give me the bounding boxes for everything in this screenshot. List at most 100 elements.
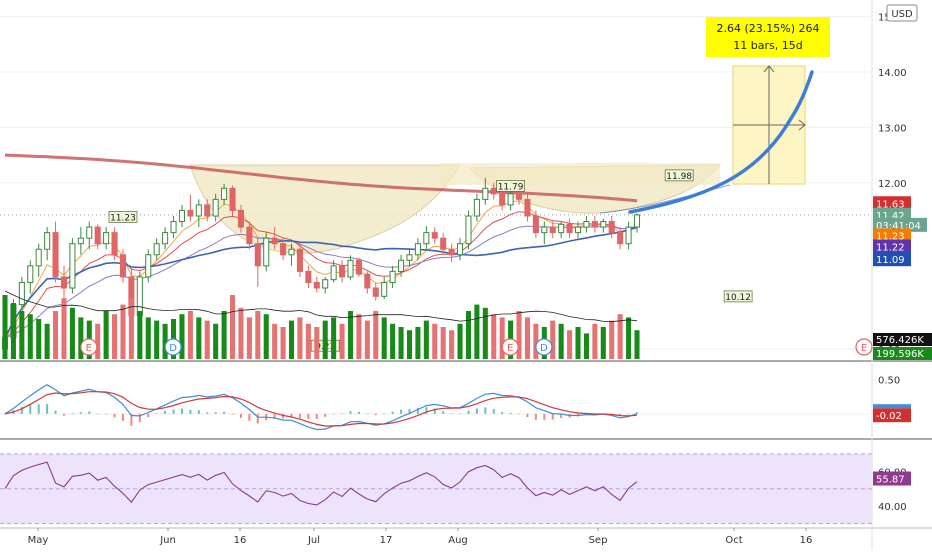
candle[interactable] — [440, 232, 447, 255]
candle[interactable] — [381, 276, 388, 300]
candle[interactable] — [372, 282, 379, 301]
candle[interactable] — [625, 221, 632, 250]
candle-body — [18, 281, 25, 306]
macd-histogram-bar — [501, 412, 504, 414]
candle-body — [204, 204, 211, 217]
candle[interactable] — [600, 218, 607, 233]
candle-body — [600, 221, 607, 228]
candle[interactable] — [617, 227, 624, 250]
volume-bar — [423, 320, 429, 359]
candle[interactable] — [406, 249, 413, 266]
candle[interactable] — [532, 210, 539, 239]
candle[interactable] — [473, 193, 480, 222]
candle[interactable] — [237, 204, 244, 233]
candle[interactable] — [221, 183, 228, 205]
candle[interactable] — [52, 221, 59, 283]
earnings-marker[interactable]: E — [80, 338, 98, 356]
candle[interactable] — [119, 249, 127, 283]
candle-body — [591, 221, 598, 228]
candle[interactable] — [69, 238, 76, 294]
candle[interactable] — [448, 243, 455, 262]
candle[interactable] — [558, 221, 565, 239]
candle-body — [94, 226, 101, 245]
candle-body — [499, 193, 506, 206]
candle[interactable] — [549, 221, 556, 239]
candle[interactable] — [355, 257, 362, 277]
candle[interactable] — [77, 227, 84, 255]
candle-body — [414, 243, 421, 256]
candle[interactable] — [305, 265, 312, 288]
candle[interactable] — [347, 255, 354, 280]
candle[interactable] — [414, 238, 421, 261]
candle-body — [153, 243, 160, 256]
macd-histogram-bar — [442, 411, 445, 414]
candle[interactable] — [145, 249, 152, 283]
candle[interactable] — [423, 225, 430, 250]
candle[interactable] — [195, 199, 202, 228]
macd-histogram-bar — [147, 413, 150, 418]
candle[interactable] — [246, 221, 253, 250]
volume-bar — [516, 311, 522, 359]
dividend-marker[interactable]: D — [164, 338, 182, 356]
candle[interactable] — [86, 221, 93, 250]
candle[interactable] — [398, 254, 405, 277]
candle-body — [44, 232, 51, 250]
candle[interactable] — [162, 227, 169, 250]
candle[interactable] — [111, 227, 118, 261]
candle[interactable] — [60, 265, 68, 300]
candle[interactable] — [313, 276, 320, 293]
candle[interactable] — [431, 227, 438, 244]
candle[interactable] — [330, 260, 337, 283]
candle[interactable] — [271, 227, 278, 250]
candle-body — [574, 226, 582, 234]
candle[interactable] — [18, 276, 25, 311]
candle[interactable] — [583, 216, 590, 233]
candle[interactable] — [229, 185, 236, 216]
candle[interactable] — [465, 210, 472, 250]
candle-body — [52, 232, 59, 278]
dividend-marker[interactable]: D — [535, 338, 553, 356]
candle[interactable] — [35, 243, 42, 277]
candle[interactable] — [633, 213, 641, 233]
candle[interactable] — [566, 218, 573, 239]
candle[interactable] — [153, 238, 160, 261]
candle[interactable] — [322, 276, 329, 294]
candle[interactable] — [254, 238, 261, 287]
candle[interactable] — [27, 260, 34, 294]
candle[interactable] — [288, 243, 295, 266]
candle[interactable] — [364, 271, 371, 294]
candle[interactable] — [296, 243, 303, 277]
candle[interactable] — [187, 194, 194, 222]
earnings-marker[interactable]: E — [501, 338, 519, 356]
candle-body — [490, 187, 497, 195]
candle[interactable] — [263, 232, 270, 272]
candle[interactable] — [170, 216, 177, 239]
candle[interactable] — [574, 221, 582, 239]
candle[interactable] — [339, 260, 346, 283]
candle[interactable] — [541, 221, 548, 245]
candle[interactable] — [591, 216, 598, 233]
measure-label-box[interactable] — [706, 17, 830, 57]
macd-histogram-bar — [130, 413, 133, 426]
candle[interactable] — [204, 199, 211, 222]
candle[interactable] — [103, 227, 110, 250]
candle[interactable] — [482, 177, 489, 205]
candle[interactable] — [608, 216, 615, 239]
candle[interactable] — [524, 193, 531, 222]
volume-bar — [196, 317, 202, 359]
candle[interactable] — [94, 224, 101, 250]
macd-histogram-bar — [248, 413, 251, 421]
candle[interactable] — [178, 204, 185, 228]
candle[interactable] — [280, 238, 287, 261]
candle[interactable] — [389, 265, 396, 288]
volume-bar — [364, 320, 370, 359]
macd-value-text: -0.02 — [876, 411, 902, 422]
candle[interactable] — [507, 188, 514, 211]
rsi-value-text: 55.87 — [876, 475, 905, 486]
currency-badge[interactable] — [886, 4, 918, 22]
future-earnings-marker[interactable]: E — [855, 338, 873, 356]
candle[interactable] — [212, 193, 219, 222]
candle[interactable] — [44, 227, 51, 261]
candle[interactable] — [457, 238, 464, 261]
